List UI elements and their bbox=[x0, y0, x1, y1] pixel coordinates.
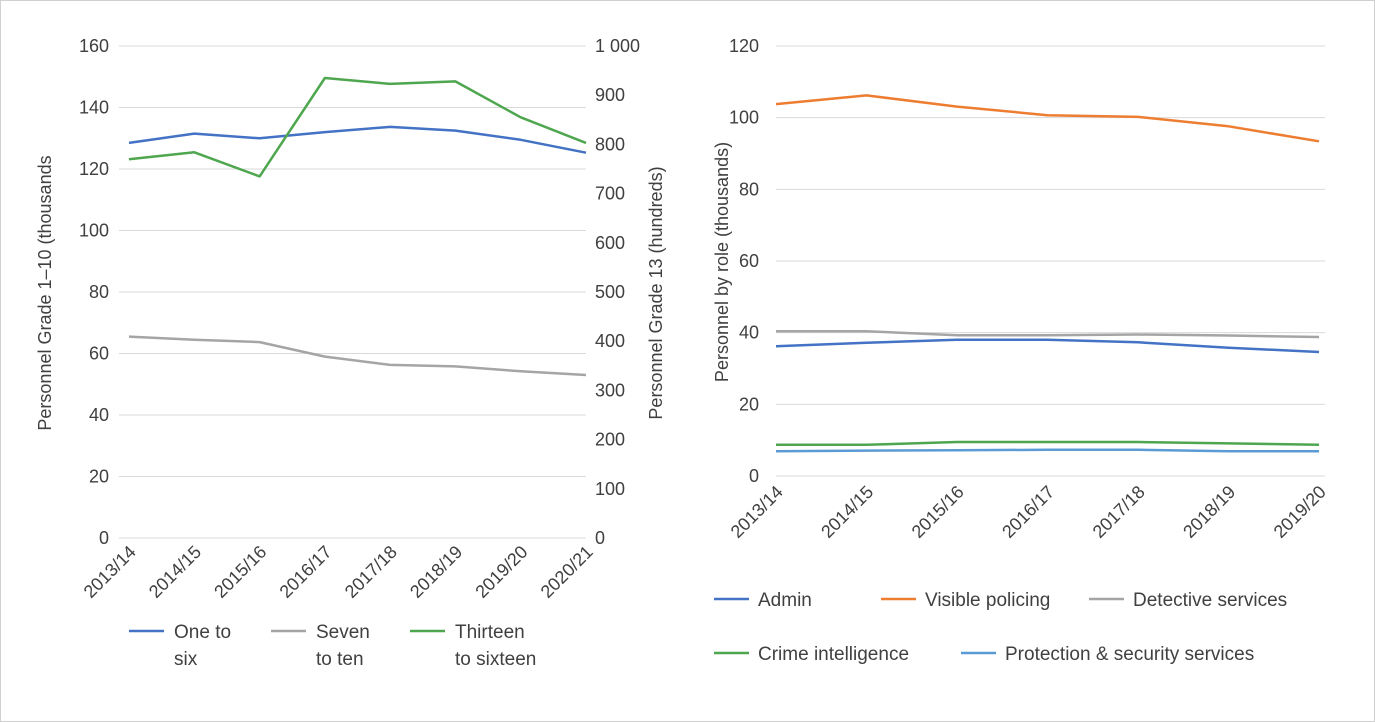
left-chart: Personnel Grade 1–10 (thousands Personne… bbox=[35, 36, 666, 670]
role-x-tick-label: 2017/18 bbox=[1089, 482, 1149, 542]
right-y-tick-label: 800 bbox=[595, 134, 625, 154]
legend-label: to sixteen bbox=[455, 649, 536, 670]
role-x-tick-label: 2014/15 bbox=[817, 482, 877, 542]
role-y-axis-title: Personnel by role (thousands) bbox=[712, 142, 732, 382]
right-chart: Personnel by role (thousands) 0 20 40 60 80 1… bbox=[712, 36, 1330, 665]
left-x-tick-label: 2020/21 bbox=[537, 542, 597, 602]
role-y-tick-label: 60 bbox=[739, 251, 759, 271]
legend-label: Crime intelligence bbox=[758, 644, 909, 665]
right-y-tick-label: 300 bbox=[595, 380, 625, 400]
legend-label: Thirteen bbox=[455, 622, 525, 643]
right-y-tick-label: 700 bbox=[595, 184, 625, 204]
right-y-tick-label: 900 bbox=[595, 85, 625, 105]
series-line bbox=[128, 76, 587, 178]
legend-label: Admin bbox=[758, 590, 812, 611]
role-series-line bbox=[775, 338, 1320, 354]
legend-label: Visible policing bbox=[925, 590, 1050, 611]
legend-label: to ten bbox=[316, 649, 364, 670]
role-y-tick-label: 40 bbox=[739, 323, 759, 343]
role-series-line bbox=[775, 448, 1319, 453]
role-series-line bbox=[775, 94, 1320, 143]
left-x-tick-label: 2013/14 bbox=[80, 542, 140, 602]
right-y-tick-label: 200 bbox=[595, 430, 625, 450]
right-y-tick-label: 100 bbox=[595, 479, 625, 499]
role-series-line bbox=[776, 440, 1320, 447]
legend-label: One to bbox=[174, 622, 231, 643]
left-y-tick-label: 60 bbox=[89, 344, 109, 364]
role-x-tick-label: 2016/17 bbox=[998, 482, 1058, 542]
legend-label: Protection & security services bbox=[1005, 644, 1254, 665]
role-y-tick-label: 20 bbox=[739, 394, 759, 414]
legend-label: Seven bbox=[316, 622, 370, 643]
left-x-tick-label: 2015/16 bbox=[210, 542, 270, 602]
left-y-tick-label: 0 bbox=[99, 528, 109, 548]
role-x-tick-label: 2015/16 bbox=[908, 482, 968, 542]
right-y-axis-title: Personnel Grade 13 (hundreds) bbox=[646, 166, 666, 419]
right-y-tick-label: 500 bbox=[595, 282, 625, 302]
left-y-tick-label: 140 bbox=[79, 98, 109, 118]
role-y-tick-label: 0 bbox=[749, 466, 759, 486]
left-y-tick-label: 120 bbox=[79, 159, 109, 179]
legend-label: Detective services bbox=[1133, 590, 1287, 611]
left-y-tick-label: 20 bbox=[89, 467, 109, 487]
series-line bbox=[128, 125, 587, 154]
right-y-tick-label: 1 000 bbox=[595, 36, 640, 56]
left-x-tick-label: 2014/15 bbox=[145, 542, 205, 602]
role-y-tick-label: 120 bbox=[729, 36, 759, 56]
left-y-axis-title: Personnel Grade 1–10 (thousands bbox=[35, 155, 55, 430]
role-series-line bbox=[776, 329, 1320, 339]
role-x-tick-label: 2018/19 bbox=[1179, 482, 1239, 542]
right-y-tick-label: 0 bbox=[595, 528, 605, 548]
role-y-tick-label: 80 bbox=[739, 179, 759, 199]
left-x-tick-label: 2016/17 bbox=[276, 542, 336, 602]
role-x-tick-label: 2019/20 bbox=[1270, 482, 1330, 542]
left-y-tick-label: 80 bbox=[89, 282, 109, 302]
legend-label: six bbox=[174, 649, 198, 670]
left-y-tick-label: 40 bbox=[89, 405, 109, 425]
left-y-tick-label: 100 bbox=[79, 221, 109, 241]
role-y-tick-label: 100 bbox=[729, 108, 759, 128]
left-x-tick-label: 2018/19 bbox=[406, 542, 466, 602]
right-y-tick-label: 400 bbox=[595, 331, 625, 351]
left-y-tick-label: 160 bbox=[79, 36, 109, 56]
left-x-tick-label: 2019/20 bbox=[471, 542, 531, 602]
role-x-tick-label: 2013/14 bbox=[727, 482, 787, 542]
left-x-tick-label: 2017/18 bbox=[341, 542, 401, 602]
right-y-tick-label: 600 bbox=[595, 233, 625, 253]
series-line bbox=[128, 335, 587, 377]
